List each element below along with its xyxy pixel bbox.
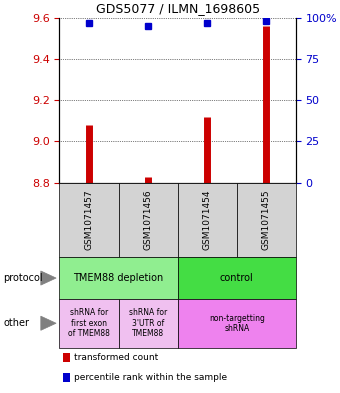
Text: GSM1071457: GSM1071457 (85, 190, 94, 250)
Text: GSM1071456: GSM1071456 (143, 190, 153, 250)
Text: control: control (220, 273, 254, 283)
Text: protocol: protocol (3, 273, 43, 283)
Polygon shape (41, 316, 56, 330)
Text: non-targetting
shRNA: non-targetting shRNA (209, 314, 265, 333)
Text: shRNA for
3'UTR of
TMEM88: shRNA for 3'UTR of TMEM88 (129, 309, 167, 338)
Text: transformed count: transformed count (74, 353, 158, 362)
Title: GDS5077 / ILMN_1698605: GDS5077 / ILMN_1698605 (96, 2, 260, 15)
Text: shRNA for
first exon
of TMEM88: shRNA for first exon of TMEM88 (68, 309, 110, 338)
Text: GSM1071455: GSM1071455 (262, 190, 271, 250)
Polygon shape (41, 271, 56, 285)
Text: TMEM88 depletion: TMEM88 depletion (73, 273, 164, 283)
Text: other: other (3, 318, 29, 328)
Text: percentile rank within the sample: percentile rank within the sample (74, 373, 227, 382)
Text: GSM1071454: GSM1071454 (203, 190, 212, 250)
